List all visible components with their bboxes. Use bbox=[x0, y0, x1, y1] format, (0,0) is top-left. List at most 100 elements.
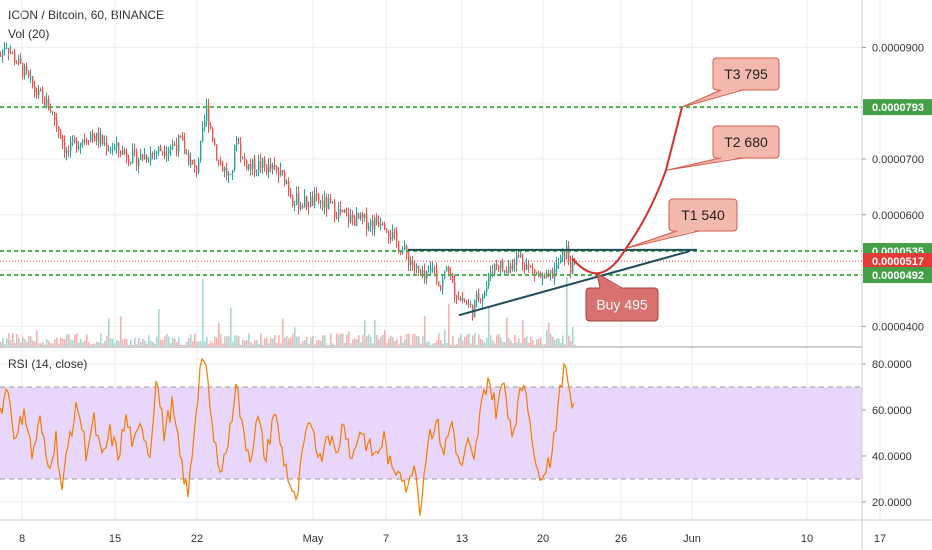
volume-bar bbox=[282, 318, 284, 347]
candle-body bbox=[448, 267, 450, 275]
candle-body bbox=[172, 144, 174, 148]
candle-body bbox=[268, 164, 270, 173]
candle-body bbox=[56, 120, 58, 127]
volume-bar bbox=[264, 338, 266, 347]
candle-body bbox=[288, 181, 290, 191]
volume-bar bbox=[244, 340, 246, 347]
volume-bar bbox=[294, 327, 296, 347]
time-tick-label: 15 bbox=[109, 533, 121, 545]
candle-body bbox=[480, 298, 482, 301]
rsi-tick-label: 60.0000 bbox=[872, 405, 912, 417]
volume-bar bbox=[24, 339, 26, 347]
volume-bar bbox=[88, 341, 90, 347]
volume-bar bbox=[420, 343, 422, 347]
candle-body bbox=[440, 286, 442, 290]
candle-body bbox=[412, 262, 414, 267]
candle-body bbox=[126, 153, 128, 159]
candle-body bbox=[510, 266, 512, 270]
candle-body bbox=[474, 300, 476, 318]
candle-body bbox=[240, 143, 242, 158]
candle-body bbox=[242, 157, 244, 159]
candle-body bbox=[484, 292, 486, 297]
volume-bar bbox=[254, 339, 256, 347]
volume-bar bbox=[530, 336, 532, 347]
candle-body bbox=[174, 144, 176, 146]
volume-bar bbox=[510, 340, 512, 347]
candle-body bbox=[14, 53, 16, 63]
volume-bar bbox=[54, 339, 56, 347]
volume-bar bbox=[556, 338, 558, 347]
candle-body bbox=[148, 160, 150, 162]
volume-bar bbox=[32, 340, 34, 347]
volume-bar bbox=[6, 338, 8, 347]
candle-body bbox=[8, 47, 10, 53]
candle-body bbox=[386, 229, 388, 233]
candle-body bbox=[504, 270, 506, 272]
volume-bar bbox=[344, 342, 346, 347]
volume-bar bbox=[350, 343, 352, 347]
volume-bar bbox=[48, 340, 50, 347]
candle-body bbox=[270, 164, 272, 170]
time-tick-label: 10 bbox=[801, 533, 813, 545]
candle-body bbox=[20, 58, 22, 63]
time-tick-label: Jun bbox=[683, 533, 701, 545]
candle-body bbox=[460, 297, 462, 300]
volume-bar bbox=[480, 338, 482, 347]
candle-body bbox=[74, 139, 76, 141]
volume-bar bbox=[180, 344, 182, 347]
projection-curve bbox=[571, 106, 683, 275]
candle-body bbox=[348, 213, 350, 222]
candle-body bbox=[168, 149, 170, 154]
candle-body bbox=[470, 303, 472, 305]
candle-body bbox=[506, 270, 508, 274]
volume-bar bbox=[442, 343, 444, 347]
candle-body bbox=[24, 66, 26, 77]
volume-bar bbox=[466, 334, 468, 347]
volume-bar bbox=[220, 334, 222, 347]
callout-box bbox=[585, 287, 659, 322]
candle-body bbox=[346, 212, 348, 214]
volume-bar bbox=[92, 343, 94, 347]
volume-bar bbox=[464, 336, 466, 347]
volume-bar bbox=[242, 339, 244, 347]
drawings bbox=[408, 106, 697, 317]
volume-bar bbox=[362, 335, 364, 347]
volume-bar bbox=[524, 337, 526, 347]
candle-body bbox=[178, 135, 180, 152]
volume-bar bbox=[122, 339, 124, 347]
volume-bar bbox=[478, 334, 480, 347]
volume-bar bbox=[210, 340, 212, 347]
time-tick-label: 26 bbox=[615, 533, 627, 545]
callout-t2-680: T2 680 bbox=[666, 125, 780, 171]
volume-bar bbox=[394, 341, 396, 347]
volume-bar bbox=[66, 334, 68, 347]
candle-body bbox=[482, 296, 484, 301]
price-tick-label: 0.0000700 bbox=[872, 154, 924, 166]
volume-bar bbox=[138, 337, 140, 347]
volume-bar bbox=[414, 333, 416, 347]
volume-bar bbox=[70, 339, 72, 347]
volume-bar bbox=[428, 341, 430, 347]
volume-bar bbox=[504, 341, 506, 347]
candle-body bbox=[434, 267, 436, 270]
volume-bar bbox=[310, 337, 312, 347]
volume-bar bbox=[304, 339, 306, 347]
volume-bar bbox=[222, 343, 224, 347]
volume-bar bbox=[120, 316, 122, 347]
volume-bar bbox=[544, 344, 546, 347]
volume-bar bbox=[136, 344, 138, 347]
candle-body bbox=[408, 254, 410, 265]
volume-bar bbox=[410, 344, 412, 347]
volume-bar bbox=[432, 343, 434, 347]
candle-body bbox=[152, 153, 154, 155]
volume-bar bbox=[126, 339, 128, 347]
volume-bar bbox=[114, 343, 116, 347]
candle-body bbox=[188, 153, 190, 166]
volume-bar bbox=[500, 337, 502, 347]
volume-bar bbox=[42, 342, 44, 347]
candle-body bbox=[206, 104, 208, 121]
candle-body bbox=[72, 139, 74, 142]
candle-body bbox=[30, 76, 32, 78]
candle-body bbox=[532, 266, 534, 270]
